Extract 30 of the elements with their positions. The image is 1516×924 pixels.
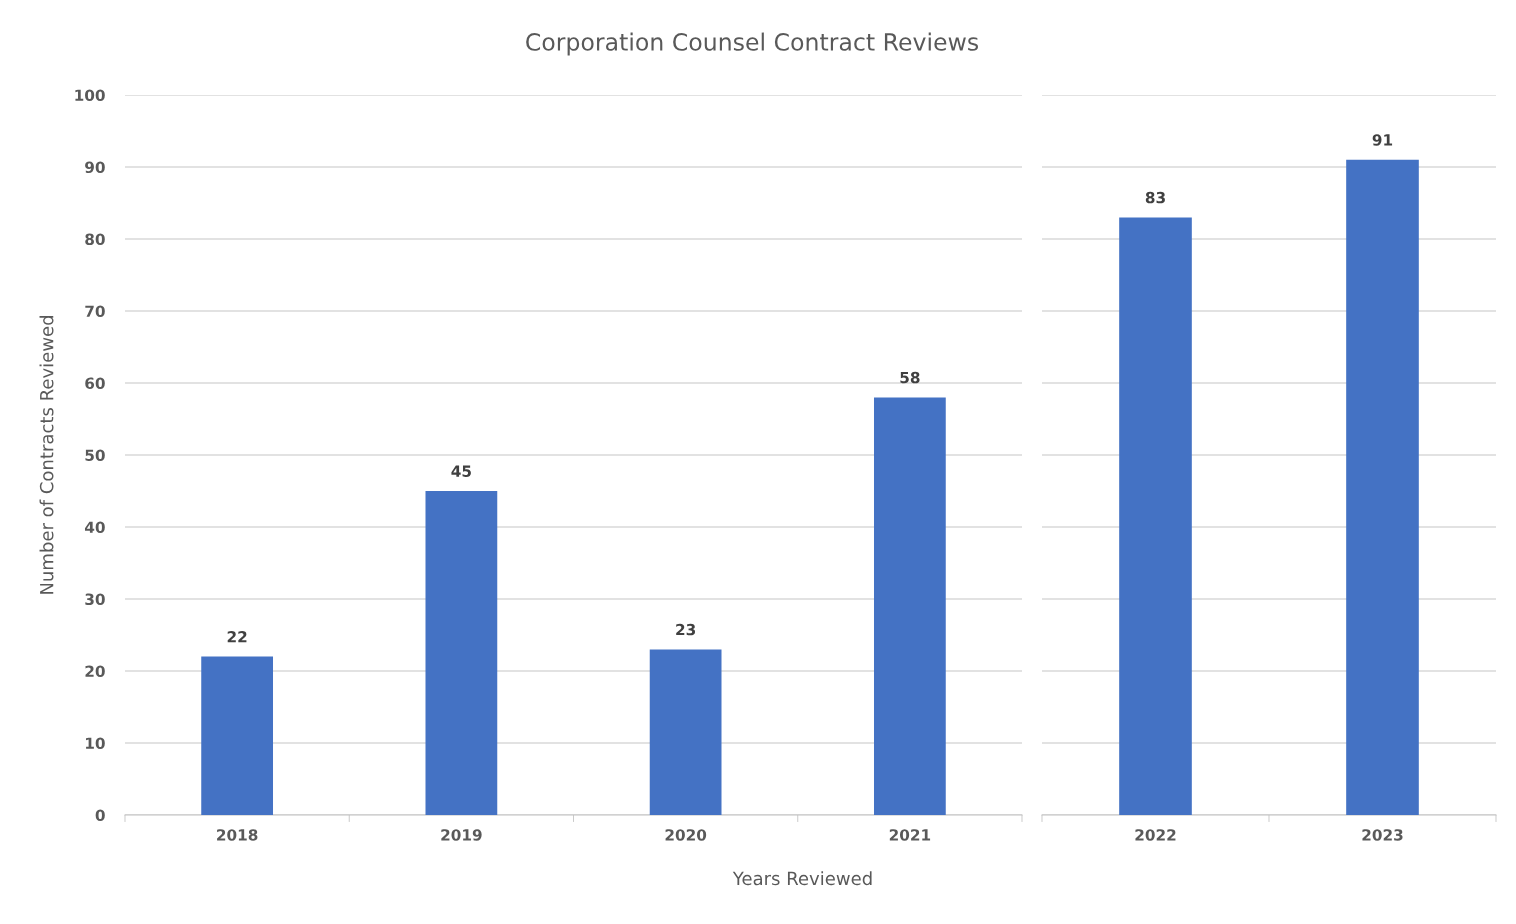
- y-tick-label: 100: [75, 89, 105, 102]
- x-tick-label: 2018: [217, 829, 258, 841]
- x-tick-label: 2020: [665, 829, 707, 841]
- bar: [201, 656, 274, 815]
- x-axis-title: Years Reviewed: [732, 871, 872, 886]
- y-tick-label: 60: [85, 377, 105, 390]
- data-label: 91: [1372, 134, 1393, 146]
- y-tick-label: 80: [85, 233, 105, 246]
- y-tick-label: 10: [86, 737, 105, 750]
- chart-title: Corporation Counsel Contract Reviews: [526, 32, 979, 56]
- data-label: 58: [900, 371, 920, 384]
- bar: [425, 491, 498, 815]
- data-label: 45: [451, 465, 471, 477]
- y-tick-label: 40: [84, 521, 105, 534]
- y-tick-label: 70: [85, 305, 105, 318]
- bar: [873, 397, 946, 815]
- data-label: 23: [676, 623, 696, 636]
- x-tick-label: 2019: [441, 829, 482, 841]
- x-tick-label: 2021: [889, 829, 931, 841]
- data-label: 22: [227, 630, 247, 643]
- y-tick-label: 20: [85, 665, 105, 678]
- data-label: 83: [1145, 191, 1165, 204]
- y-tick-label: 50: [85, 449, 105, 462]
- y-axis-title: Number of Contracts Reviewed: [39, 316, 54, 594]
- y-tick-label: 30: [85, 593, 105, 606]
- bar: [649, 649, 722, 815]
- x-tick-label: 2022: [1135, 829, 1176, 841]
- x-tick-label: 2023: [1362, 829, 1403, 841]
- y-tick-label: 90: [85, 161, 105, 174]
- y-tick-label: 0: [95, 809, 105, 822]
